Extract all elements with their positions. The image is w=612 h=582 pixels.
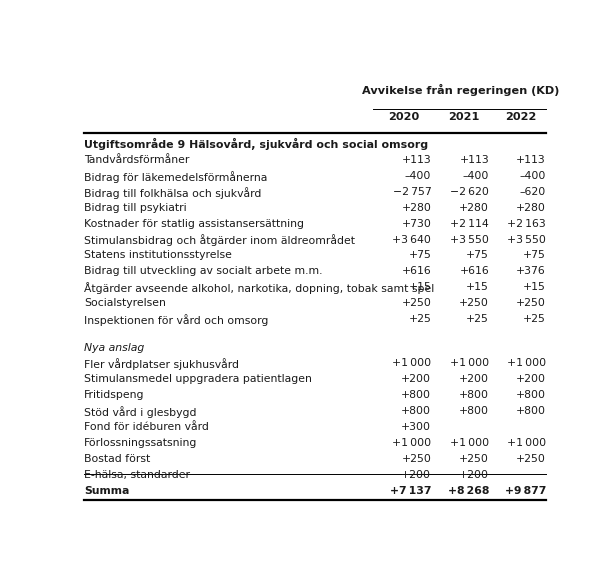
Text: +800: +800 [401, 406, 431, 416]
Text: +800: +800 [401, 391, 431, 400]
Text: +800: +800 [459, 406, 489, 416]
Text: Bostad först: Bostad först [84, 454, 151, 464]
Text: +3 550: +3 550 [450, 235, 489, 244]
Text: +730: +730 [401, 219, 431, 229]
Text: +1 000: +1 000 [392, 438, 431, 448]
Text: Inspektionen för vård och omsorg: Inspektionen för vård och omsorg [84, 314, 269, 326]
Text: E-hälsa, standarder: E-hälsa, standarder [84, 470, 190, 480]
Text: Bidrag till utveckling av socialt arbete m.m.: Bidrag till utveckling av socialt arbete… [84, 267, 323, 276]
Text: –400: –400 [405, 171, 431, 181]
Text: −2 620: −2 620 [450, 187, 489, 197]
Text: Avvikelse från regeringen (KD): Avvikelse från regeringen (KD) [362, 84, 559, 96]
Text: +25: +25 [408, 314, 431, 324]
Text: Åtgärder avseende alkohol, narkotika, dopning, tobak samt spel: Åtgärder avseende alkohol, narkotika, do… [84, 282, 435, 294]
Text: Bidrag till psykiatri: Bidrag till psykiatri [84, 203, 187, 212]
Text: +25: +25 [466, 314, 489, 324]
Text: Förlossningssatsning: Förlossningssatsning [84, 438, 198, 448]
Text: −2 757: −2 757 [392, 187, 431, 197]
Text: 2021: 2021 [448, 112, 479, 122]
Text: +200: +200 [459, 470, 489, 480]
Text: Nya anslag: Nya anslag [84, 343, 144, 353]
Text: +800: +800 [516, 391, 546, 400]
Text: +25: +25 [523, 314, 546, 324]
Text: –400: –400 [463, 171, 489, 181]
Text: +250: +250 [459, 298, 489, 308]
Text: Stimulansmedel uppgradera patientlagen: Stimulansmedel uppgradera patientlagen [84, 374, 312, 384]
Text: +113: +113 [517, 155, 546, 165]
Text: +15: +15 [523, 282, 546, 292]
Text: +75: +75 [523, 250, 546, 260]
Text: Bidrag till folkhälsa och sjukvård: Bidrag till folkhälsa och sjukvård [84, 187, 261, 198]
Text: +280: +280 [401, 203, 431, 212]
Text: +1 000: +1 000 [450, 438, 489, 448]
Text: +1 000: +1 000 [507, 359, 546, 368]
Text: +250: +250 [516, 454, 546, 464]
Text: –400: –400 [520, 171, 546, 181]
Text: Bidrag för läkemedelsförmånerna: Bidrag för läkemedelsförmånerna [84, 171, 267, 183]
Text: +800: +800 [516, 406, 546, 416]
Text: +3 640: +3 640 [392, 235, 431, 244]
Text: +616: +616 [460, 267, 489, 276]
Text: +15: +15 [466, 282, 489, 292]
Text: +1 000: +1 000 [450, 359, 489, 368]
Text: +200: +200 [459, 374, 489, 384]
Text: +280: +280 [516, 203, 546, 212]
Text: +113: +113 [401, 155, 431, 165]
Text: +200: +200 [401, 374, 431, 384]
Text: +1 000: +1 000 [507, 438, 546, 448]
Text: +3 550: +3 550 [507, 235, 546, 244]
Text: +250: +250 [516, 298, 546, 308]
Text: +250: +250 [401, 454, 431, 464]
Text: +7 137: +7 137 [390, 486, 431, 496]
Text: –620: –620 [520, 187, 546, 197]
Text: Stöd vård i glesbygd: Stöd vård i glesbygd [84, 406, 196, 418]
Text: +250: +250 [401, 298, 431, 308]
Text: +113: +113 [460, 155, 489, 165]
Text: +75: +75 [466, 250, 489, 260]
Text: Utgiftsområde 9 Hälsovård, sjukvård och social omsorg: Utgiftsområde 9 Hälsovård, sjukvård och … [84, 138, 428, 150]
Text: +300: +300 [401, 422, 431, 432]
Text: Kostnader för statlig assistansersättning: Kostnader för statlig assistansersättnin… [84, 219, 304, 229]
Text: Fritidspeng: Fritidspeng [84, 391, 144, 400]
Text: Socialstyrelsen: Socialstyrelsen [84, 298, 166, 308]
Text: Tandvårdsförmåner: Tandvårdsförmåner [84, 155, 190, 165]
Text: +250: +250 [459, 454, 489, 464]
Text: +2 114: +2 114 [450, 219, 489, 229]
Text: Fond för idéburen vård: Fond för idéburen vård [84, 422, 209, 432]
Text: +376: +376 [517, 267, 546, 276]
Text: +200: +200 [516, 374, 546, 384]
Text: Fler vårdplatser sjukhusvård: Fler vårdplatser sjukhusvård [84, 359, 239, 370]
Text: +75: +75 [408, 250, 431, 260]
Text: +8 268: +8 268 [448, 486, 489, 496]
Text: +280: +280 [459, 203, 489, 212]
Text: 2022: 2022 [505, 112, 536, 122]
Text: +800: +800 [459, 391, 489, 400]
Text: +2 163: +2 163 [507, 219, 546, 229]
Text: 2020: 2020 [387, 112, 419, 122]
Text: +616: +616 [401, 267, 431, 276]
Text: +9 877: +9 877 [505, 486, 546, 496]
Text: Statens institutionsstyrelse: Statens institutionsstyrelse [84, 250, 232, 260]
Text: +200: +200 [401, 470, 431, 480]
Text: Summa: Summa [84, 486, 130, 496]
Text: +15: +15 [408, 282, 431, 292]
Text: +1 000: +1 000 [392, 359, 431, 368]
Text: Stimulansbidrag och åtgärder inom äldreområdet: Stimulansbidrag och åtgärder inom äldreo… [84, 235, 355, 246]
